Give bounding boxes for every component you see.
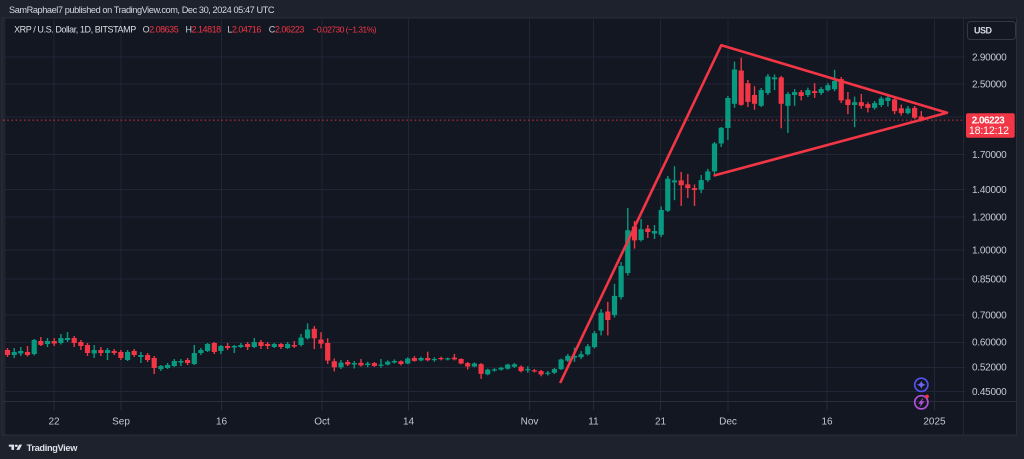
svg-text:O2.08635: O2.08635 <box>143 24 179 34</box>
svg-text:Oct: Oct <box>314 417 330 428</box>
svg-text:XRP / U.S. Dollar, 1D, BITSTAM: XRP / U.S. Dollar, 1D, BITSTAMP <box>14 24 136 34</box>
svg-text:1.40000: 1.40000 <box>972 185 1007 196</box>
svg-text:TradingView: TradingView <box>27 443 79 453</box>
svg-text:−0.02730 (−1.31%): −0.02730 (−1.31%) <box>313 24 377 34</box>
svg-text:L2.04716: L2.04716 <box>227 24 261 34</box>
svg-text:2025: 2025 <box>923 417 946 428</box>
svg-text:0.85000: 0.85000 <box>972 274 1007 285</box>
svg-text:Nov: Nov <box>521 417 539 428</box>
svg-text:1.70000: 1.70000 <box>972 150 1007 161</box>
svg-text:2.50000: 2.50000 <box>972 79 1007 90</box>
svg-text:0.70000: 0.70000 <box>972 310 1007 321</box>
svg-text:1.00000: 1.00000 <box>972 245 1007 256</box>
svg-text:H2.14818: H2.14818 <box>186 24 222 34</box>
svg-text:21: 21 <box>655 417 667 428</box>
svg-text:Dec: Dec <box>719 417 737 428</box>
svg-text:22: 22 <box>48 417 60 428</box>
svg-text:Sep: Sep <box>112 417 130 428</box>
svg-text:0.52000: 0.52000 <box>972 363 1007 374</box>
svg-text:SamRaphael7 published on Tradi: SamRaphael7 published on TradingView.com… <box>9 5 275 15</box>
svg-text:16: 16 <box>216 417 228 428</box>
svg-text:0.45000: 0.45000 <box>972 387 1007 398</box>
svg-text:USD: USD <box>974 26 993 36</box>
svg-text:11: 11 <box>588 417 599 428</box>
svg-text:2.90000: 2.90000 <box>972 52 1007 63</box>
svg-text:1.20000: 1.20000 <box>972 213 1007 224</box>
svg-text:C2.06223: C2.06223 <box>269 24 305 34</box>
svg-text:14: 14 <box>403 417 415 428</box>
svg-text:2.06223: 2.06223 <box>972 115 1005 126</box>
svg-text:0.60000: 0.60000 <box>972 338 1007 349</box>
svg-text:16: 16 <box>821 417 833 428</box>
svg-text:18:12:12: 18:12:12 <box>969 125 1009 137</box>
